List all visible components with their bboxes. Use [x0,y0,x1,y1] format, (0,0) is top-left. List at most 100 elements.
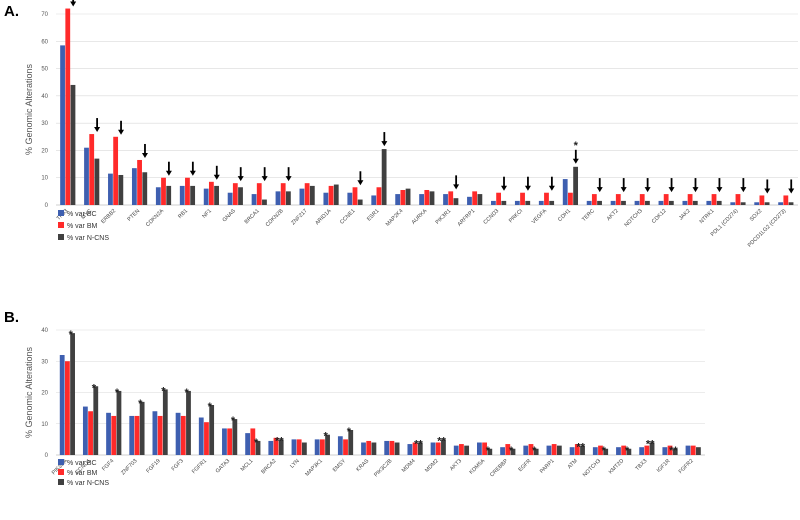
bar-bm [591,194,597,205]
bar-bc [754,202,760,205]
x-tick-label: CCNE1 [339,208,356,225]
down-arrow-icon [764,188,771,194]
bar-ncns [371,442,377,455]
y-axis-label: % Genomic Alterations [24,63,34,155]
y-tick-label: 40 [41,94,48,100]
bar-bm [113,136,119,205]
bar-bc [203,188,209,205]
bar-ncns [278,439,284,455]
significance-marker: * [92,382,97,394]
panel-label: A. [4,3,19,20]
bar-bc [523,445,529,455]
down-arrow-icon [501,185,508,191]
bar-ncns [214,185,219,205]
legend-label: % var BM [67,223,98,230]
bar-bc [337,436,343,455]
down-arrow-icon [189,170,196,176]
x-tick-label: IGF1R [656,458,672,474]
x-tick-label: MDM4 [401,458,417,474]
x-tick-label: CDKN2B [265,208,285,228]
bar-ncns [788,202,794,205]
bar-bm [412,442,418,455]
y-tick-label: 10 [41,176,48,182]
bar-bm [472,191,478,205]
y-tick-label: 30 [41,121,48,127]
x-tick-label: ZNF703 [120,458,138,476]
x-tick-label: CDKN2A [145,208,165,228]
bar-bc [291,439,297,455]
down-arrow-icon [596,187,603,193]
down-arrow-icon [644,187,651,193]
bar-bc [610,200,616,205]
bar-bc [592,447,598,455]
bar-bm [227,428,233,455]
bar-bc [347,192,353,205]
bar-bm [711,194,717,205]
down-arrow-icon [213,174,220,180]
bar-ncns [441,439,446,455]
bar-ncns [549,200,555,205]
legend-swatch [58,479,64,485]
bar-ncns [186,390,191,455]
bar-ncns [580,445,585,455]
bar-ncns [381,149,387,205]
down-arrow-icon [453,184,460,190]
significance-marker: * [347,426,352,438]
bar-bc [222,428,227,455]
significance-marker: * [625,445,630,457]
significance-marker: * [161,385,166,397]
significance-marker: * [532,445,537,457]
x-tick-label: KMT2D [608,458,625,475]
x-tick-label: EGFR [518,458,533,473]
x-tick-label: NOTCH3 [624,208,644,228]
bar-bc [106,412,111,455]
bar-bm [111,415,117,455]
x-tick-label: ERBB2 [100,208,117,225]
bar-ncns [348,430,354,455]
bar-ncns [501,200,507,205]
bar-bm [137,159,142,205]
bar-bm [644,445,650,455]
bar-ncns [626,448,632,455]
bar-bc [384,440,390,455]
bar-ncns [464,445,470,455]
legend-label: % var BC [67,460,97,467]
y-tick-label: 0 [45,453,49,459]
x-tick-label: LYN [289,458,301,470]
bar-bc [198,417,204,455]
x-tick-label: GNAS [222,208,237,223]
bar-bc [682,200,688,205]
bar-bm [496,192,502,205]
significance-marker: ** [414,439,423,451]
bar-ncns [533,448,539,455]
bar-ncns [672,448,678,455]
bar-bm [208,181,214,205]
x-tick-label: NF1 [201,208,213,220]
significance-marker: * [231,415,236,427]
bar-bm [64,361,70,455]
bar-bc [500,447,505,455]
x-tick-label: CCND3 [483,208,501,226]
bar-bc [407,444,413,455]
legend-swatch [58,210,64,216]
bar-bm [161,177,166,205]
panel-label: B. [4,309,19,326]
bar-ncns [116,390,122,455]
bar-bm [459,444,464,455]
bar-bc [419,194,424,205]
x-tick-label: BRCA2 [260,458,277,475]
bar-bc [685,445,691,455]
bar-ncns [70,84,76,205]
bar-bc [658,200,664,205]
bar-ncns [333,184,339,205]
x-tick-label: SOX2 [749,208,764,223]
bar-bc [155,187,161,205]
legend-swatch [58,222,64,228]
bar-bm [482,442,488,455]
x-tick-label: PIK3R1 [435,208,453,226]
bar-bc [129,415,135,455]
bar-bm [551,444,557,455]
significance-marker: ** [576,442,585,454]
